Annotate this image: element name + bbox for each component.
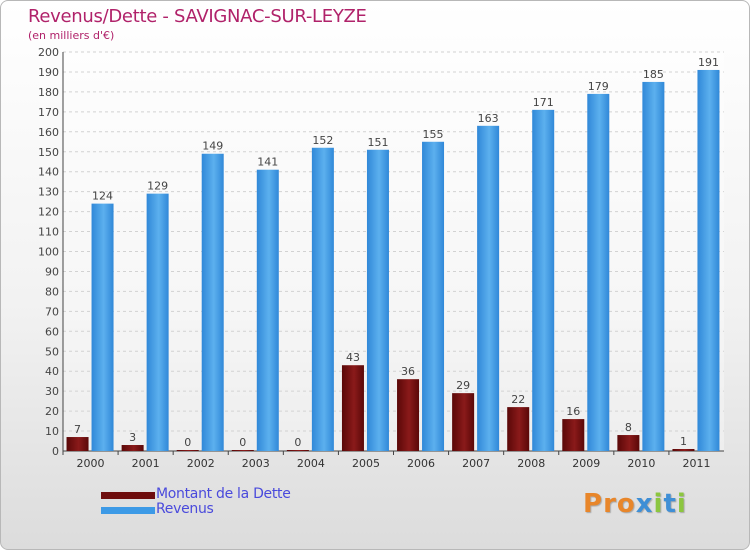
data-label-revenus: 151: [367, 136, 388, 149]
data-label-dette: 16: [566, 405, 580, 418]
y-tick-label: 10: [45, 425, 59, 438]
bar-dette: [452, 393, 475, 451]
logo-letter: P: [583, 489, 604, 519]
x-tick-label: 2011: [682, 457, 710, 470]
bar-revenus: [587, 93, 610, 452]
bar-dette: [231, 450, 254, 451]
bar-dette: [176, 450, 199, 451]
x-tick-label: 2010: [627, 457, 655, 470]
bar-dette: [562, 419, 585, 451]
bar-dette: [617, 435, 640, 451]
bar-revenus: [532, 109, 555, 451]
x-tick-label: 2009: [572, 457, 600, 470]
data-label-revenus: 191: [698, 56, 719, 69]
y-tick-label: 140: [38, 166, 59, 179]
x-tick-label: 2007: [462, 457, 490, 470]
bar-revenus: [366, 149, 389, 451]
bar-revenus: [422, 141, 445, 451]
bar-revenus: [201, 153, 224, 451]
y-tick-label: 60: [45, 325, 59, 338]
y-tick-label: 40: [45, 365, 59, 378]
legend-label-revenus: Revenus: [156, 501, 214, 517]
y-tick-label: 20: [45, 405, 59, 418]
proxiti-logo: Proxiti: [583, 489, 687, 519]
data-label-dette: 3: [129, 431, 136, 444]
logo-letter: o: [616, 489, 636, 519]
x-tick-label: 2005: [352, 457, 380, 470]
bar-revenus: [311, 147, 334, 451]
bar-revenus: [91, 203, 114, 451]
bar-dette: [341, 365, 364, 451]
bar-dette: [286, 450, 309, 451]
y-tick-label: 160: [38, 126, 59, 139]
data-label-dette: 1: [680, 435, 687, 448]
x-tick-label: 2001: [132, 457, 160, 470]
data-label-dette: 36: [401, 365, 415, 378]
x-tick-label: 2002: [187, 457, 215, 470]
bar-revenus: [642, 81, 665, 452]
y-tick-label: 200: [38, 46, 59, 59]
y-tick-label: 110: [38, 226, 59, 239]
data-label-revenus: 155: [423, 128, 444, 141]
legend-swatch-revenus: [101, 507, 155, 514]
data-label-revenus: 129: [147, 180, 168, 193]
y-tick-label: 90: [45, 265, 59, 278]
y-tick-label: 120: [38, 206, 59, 219]
data-label-revenus: 124: [92, 190, 113, 203]
bar-dette: [672, 449, 695, 451]
logo-letter: r: [603, 489, 617, 519]
bar-dette: [66, 437, 89, 451]
bar-dette: [397, 379, 420, 451]
y-tick-label: 80: [45, 285, 59, 298]
logo-letter: i: [676, 489, 687, 519]
data-label-dette: 43: [346, 351, 360, 364]
chart-title: Revenus/Dette - SAVIGNAC-SUR-LEYZE: [28, 6, 367, 27]
bar-revenus: [477, 125, 500, 451]
bar-dette: [507, 407, 530, 451]
x-tick-label: 2004: [297, 457, 325, 470]
y-tick-label: 190: [38, 66, 59, 79]
data-label-dette: 0: [239, 436, 246, 449]
data-label-dette: 29: [456, 379, 470, 392]
x-tick-label: 2006: [407, 457, 435, 470]
y-tick-label: 30: [45, 385, 59, 398]
y-tick-label: 150: [38, 146, 59, 159]
y-tick-label: 170: [38, 106, 59, 119]
data-label-dette: 8: [625, 421, 632, 434]
data-label-revenus: 171: [533, 96, 554, 109]
logo-letter: t: [663, 489, 677, 519]
y-tick-label: 100: [38, 246, 59, 259]
y-tick-label: 180: [38, 86, 59, 99]
data-label-dette: 22: [511, 393, 525, 406]
bar-revenus: [256, 169, 279, 451]
data-label-revenus: 149: [202, 140, 223, 153]
bar-revenus: [697, 69, 720, 451]
data-label-dette: 0: [184, 436, 191, 449]
data-label-revenus: 163: [478, 112, 499, 125]
bar-revenus: [146, 193, 169, 451]
bar-dette: [121, 445, 144, 451]
chart-subtitle: (en milliers d'€): [28, 29, 115, 42]
x-tick-label: 2003: [242, 457, 270, 470]
x-tick-label: 2000: [77, 457, 105, 470]
x-tick-label: 2008: [517, 457, 545, 470]
logo-letter: i: [653, 489, 664, 519]
data-label-dette: 0: [294, 436, 301, 449]
data-label-revenus: 179: [588, 80, 609, 93]
legend-label-dette: Montant de la Dette: [156, 486, 291, 502]
legend-swatch-dette: [101, 492, 155, 499]
logo-letter: x: [635, 489, 654, 519]
y-tick-label: 70: [45, 305, 59, 318]
data-label-revenus: 185: [643, 68, 664, 81]
data-label-revenus: 152: [312, 134, 333, 147]
data-label-revenus: 141: [257, 156, 278, 169]
data-label-dette: 7: [74, 423, 81, 436]
y-tick-label: 130: [38, 186, 59, 199]
y-tick-label: 0: [52, 445, 59, 458]
y-tick-label: 50: [45, 345, 59, 358]
